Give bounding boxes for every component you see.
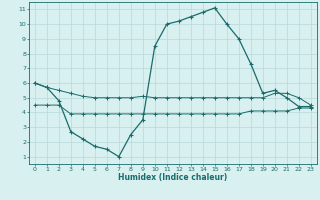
X-axis label: Humidex (Indice chaleur): Humidex (Indice chaleur) [118,173,228,182]
